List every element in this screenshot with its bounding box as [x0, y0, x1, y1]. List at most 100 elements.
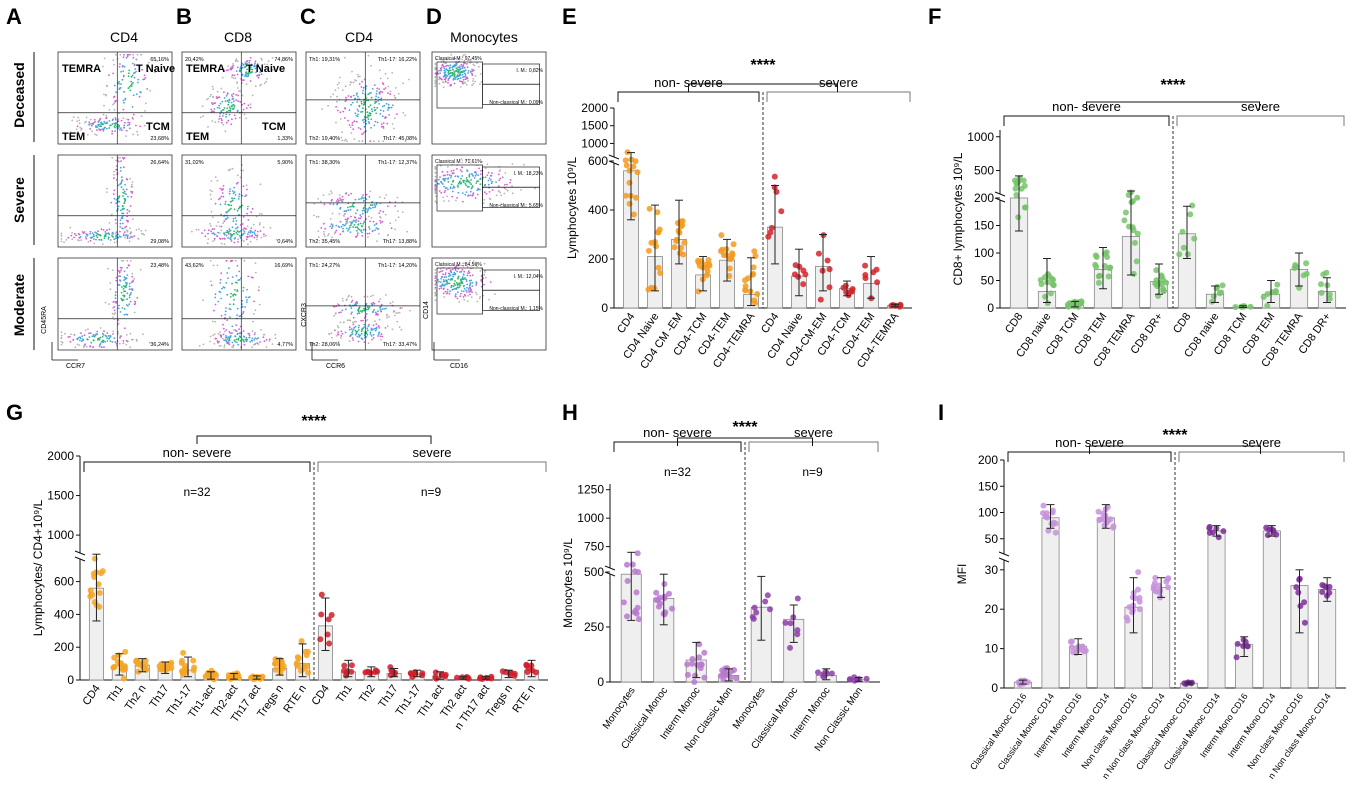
flow-event [125, 56, 128, 59]
flow-event [144, 229, 147, 232]
data-point [1272, 289, 1279, 296]
flow-event [216, 90, 219, 93]
flow-event [244, 338, 247, 341]
flow-event [111, 341, 114, 343]
flow-event [245, 107, 248, 109]
flow-event [357, 311, 360, 313]
flow-event [358, 105, 361, 108]
data-point [747, 288, 754, 295]
flow-event [506, 183, 508, 186]
flow-event [135, 229, 138, 231]
flow-event [216, 106, 219, 109]
flow-event [361, 133, 363, 136]
flow-event [469, 288, 472, 290]
flow-event [137, 238, 140, 240]
flow-event [121, 266, 123, 269]
flow-event [382, 210, 385, 213]
flow-event [382, 110, 385, 112]
flow-event [219, 203, 222, 206]
flow-event [335, 334, 338, 337]
flow-event [377, 96, 380, 99]
flow-event [123, 101, 125, 104]
flow-event [356, 120, 358, 123]
flow-event [114, 294, 117, 297]
flow-event [356, 302, 359, 305]
flow-event [99, 327, 102, 329]
flow-event [372, 333, 375, 336]
data-point [419, 672, 426, 679]
data-point [623, 162, 630, 169]
flow-event [125, 277, 128, 280]
flow-event [90, 122, 92, 125]
data-point [750, 271, 757, 277]
flow-event [122, 75, 125, 78]
flow-event [209, 223, 211, 225]
category-label: RTE n [281, 683, 309, 715]
flow-event [404, 114, 407, 117]
flow-event [102, 334, 105, 336]
flow-event [113, 102, 115, 105]
flow-event [461, 192, 464, 195]
flow-event [126, 237, 129, 240]
flow-event [459, 279, 462, 282]
flow-event [78, 344, 81, 346]
flow-event [218, 345, 221, 347]
flow-event [132, 82, 134, 84]
flow-event [475, 171, 477, 174]
flow-event [262, 336, 265, 339]
flow-event [490, 179, 492, 181]
flow-event [100, 340, 103, 343]
flow-event [60, 331, 63, 334]
flow-event [349, 220, 351, 223]
flow-event [354, 216, 357, 219]
flow-event [263, 333, 266, 336]
y-tick-label: 1500 [47, 489, 74, 503]
flow-event [354, 79, 356, 81]
data-point [733, 675, 740, 682]
flow-event [488, 298, 490, 301]
flow-event [248, 334, 251, 337]
flow-event [117, 120, 120, 123]
flow-event [230, 204, 233, 207]
flow-event [354, 325, 357, 328]
flow-event [387, 92, 389, 95]
flow-event [117, 319, 120, 321]
flow-event [463, 59, 466, 62]
flow-event [475, 284, 477, 286]
flow-event [442, 280, 445, 283]
flow-event [443, 66, 445, 68]
flow-event [218, 107, 221, 109]
flow-event [365, 336, 368, 338]
flow-event [138, 228, 141, 231]
flow-event [259, 183, 262, 186]
flow-event [137, 78, 140, 81]
data-point [89, 591, 96, 598]
data-point [794, 595, 801, 602]
data-point [1218, 289, 1225, 296]
flow-event [344, 100, 347, 103]
flow-event [125, 334, 128, 336]
flow-event [367, 118, 370, 120]
flow-event [345, 299, 348, 302]
flow-gate-value: I. M.: 12,04% [514, 274, 544, 280]
flow-event [339, 321, 342, 324]
flow-event [228, 343, 231, 346]
flow-event [495, 194, 498, 197]
flow-event [479, 270, 482, 272]
flow-event [140, 91, 142, 94]
flow-event [330, 199, 333, 202]
flow-event [231, 67, 234, 69]
flow-event [457, 277, 459, 280]
flow-event [117, 118, 120, 120]
flow-event [509, 181, 511, 184]
flow-event [119, 230, 121, 233]
data-point [372, 667, 379, 674]
flow-event [85, 345, 88, 348]
flow-event [232, 192, 235, 195]
flow-event [248, 336, 251, 339]
flow-event [199, 116, 202, 119]
flow-event [472, 260, 475, 262]
flow-event [126, 212, 129, 215]
flow-event [457, 77, 460, 80]
flow-event [254, 234, 257, 237]
